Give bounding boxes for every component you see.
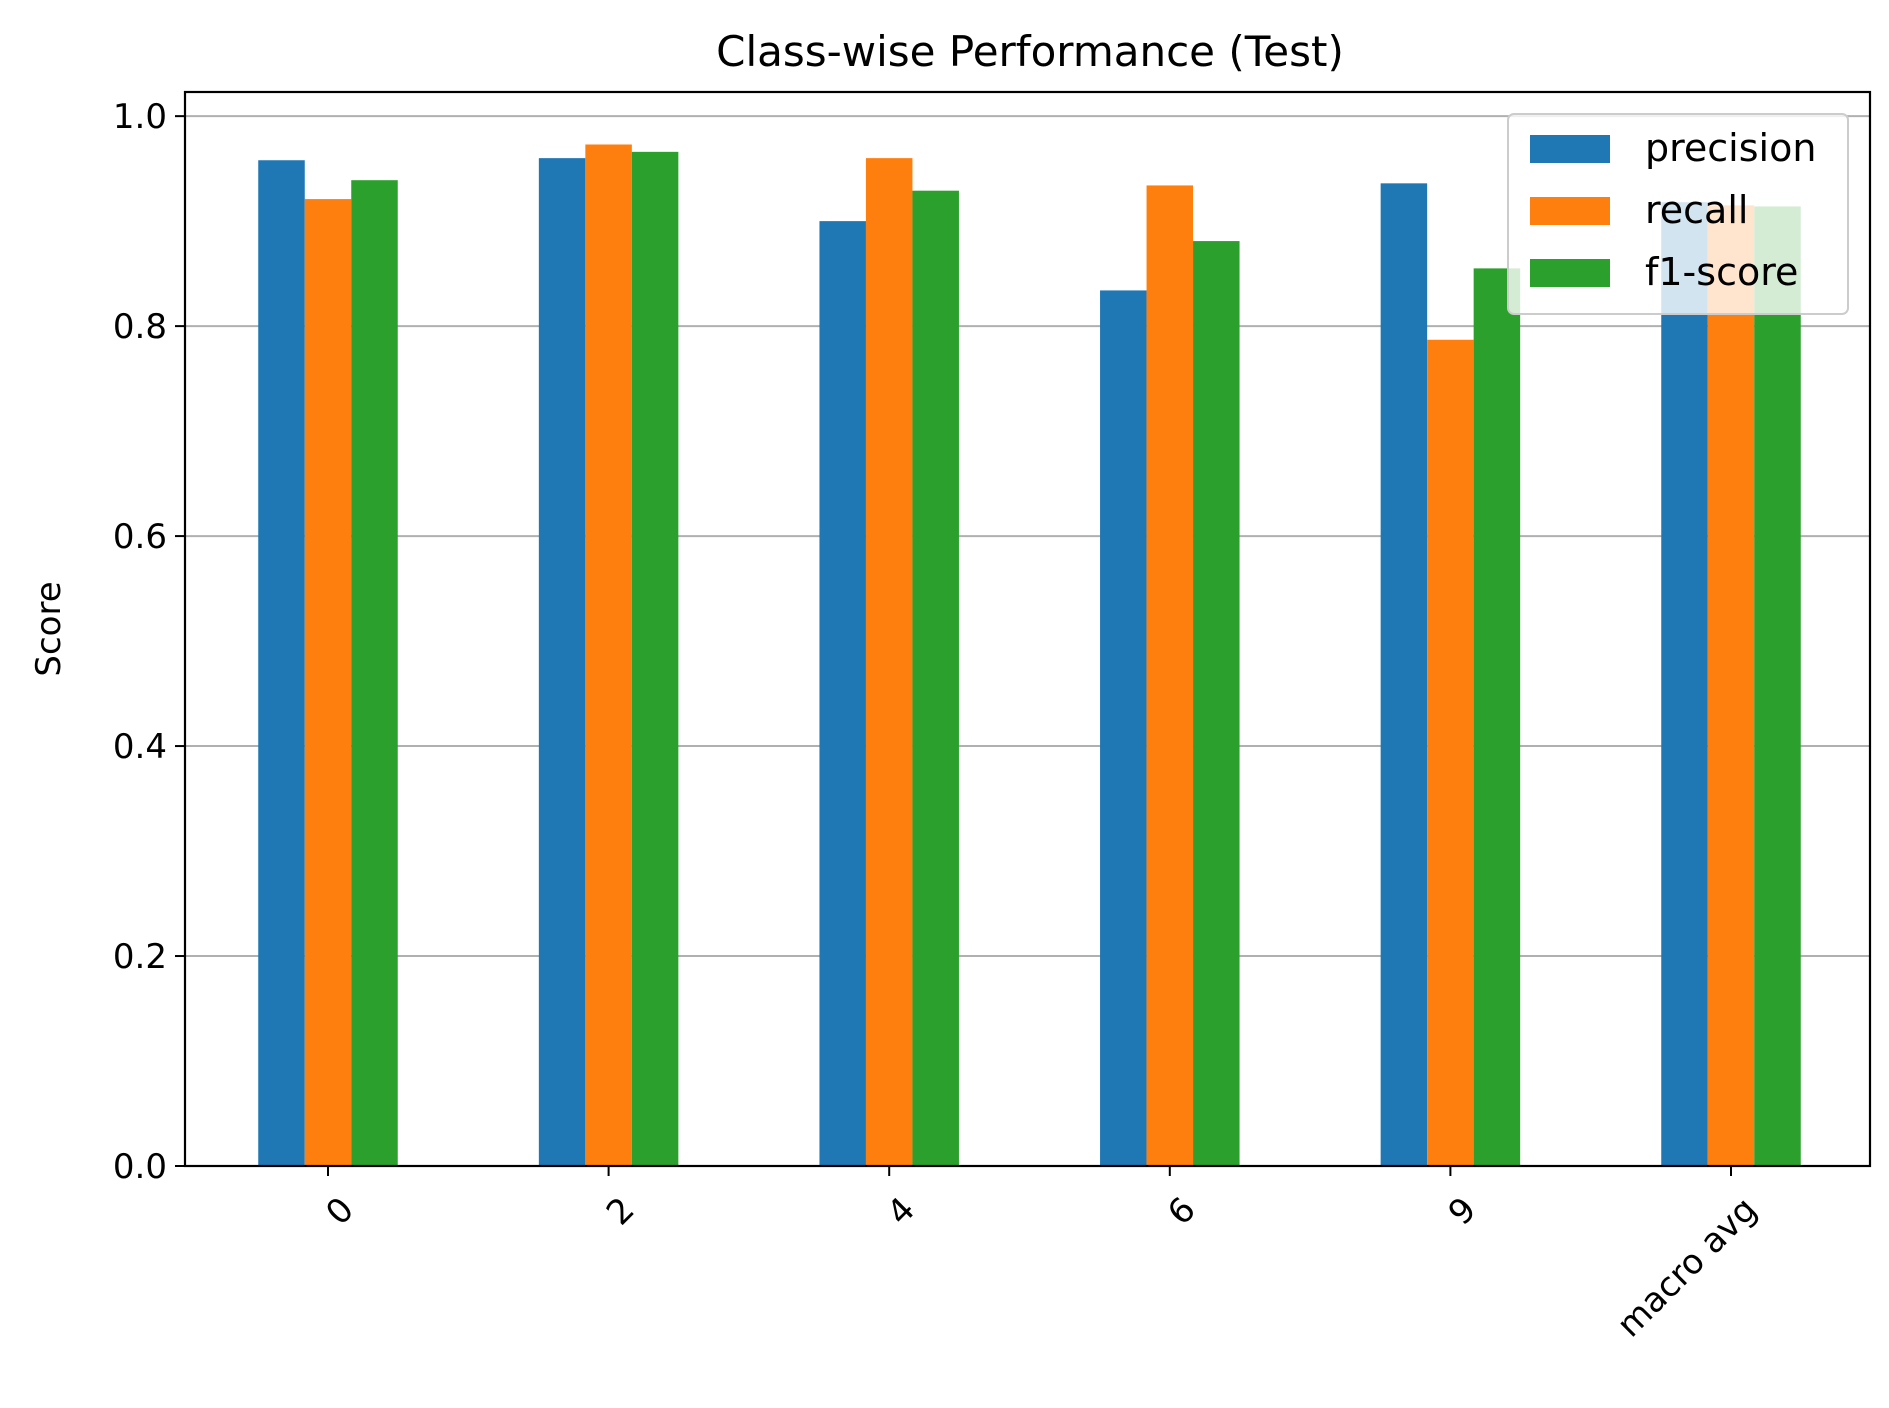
bar-recall [865, 158, 913, 1167]
bar-recall [304, 199, 352, 1167]
legend-swatch [1530, 135, 1610, 163]
chart-title: Class-wise Performance (Test) [716, 27, 1344, 76]
bar-f1-score [1754, 206, 1801, 1166]
y-tick-label: 1.0 [113, 97, 167, 137]
legend-label: f1-score [1645, 250, 1798, 294]
y-tick-label: 0.8 [113, 307, 167, 347]
bar-precision [1100, 290, 1147, 1166]
plot-frame [183, 90, 1872, 1168]
y-axis-label: Score [29, 581, 69, 676]
bar-f1-score [351, 180, 398, 1166]
bar-precision [819, 221, 866, 1166]
legend-label: precision [1645, 126, 1816, 170]
bar-recall [1707, 205, 1755, 1167]
y-tick-label: 0.6 [113, 517, 167, 557]
y-axis: 0.0 0.2 0.4 0.6 0.8 1.0 [113, 97, 185, 1187]
legend-label: recall [1645, 188, 1748, 232]
bars [258, 144, 1801, 1167]
bar-recall [1427, 339, 1474, 1166]
bar-precision [538, 158, 586, 1167]
bar-f1-score [912, 190, 959, 1166]
y-tick-label: 0.2 [113, 937, 167, 977]
y-tick-label: 0.0 [113, 1147, 167, 1187]
bar-f1-score [631, 151, 679, 1166]
bar-precision [258, 160, 305, 1166]
legend: precision recall f1-score [1507, 113, 1849, 315]
bar-f1-score [1473, 268, 1521, 1166]
bar-precision [1380, 183, 1428, 1166]
legend-swatch [1530, 259, 1610, 287]
bar-precision [1661, 202, 1708, 1166]
y-tick-label: 0.4 [113, 727, 167, 767]
bar-f1-score [1193, 241, 1240, 1167]
legend-swatch [1530, 197, 1610, 225]
bar-recall [585, 144, 632, 1166]
bar-recall [1146, 185, 1194, 1166]
